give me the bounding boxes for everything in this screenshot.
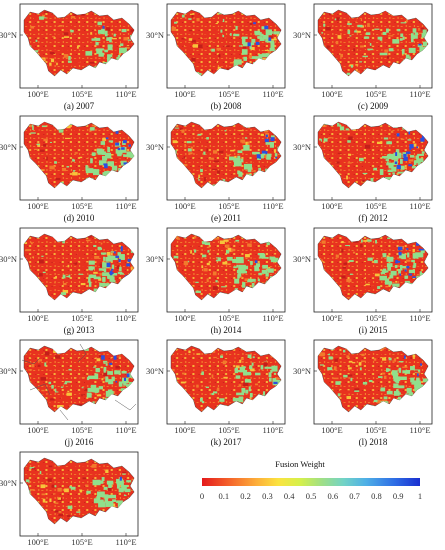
panel-caption: (c) 2009 <box>358 101 389 111</box>
map-panels: 30°N 100°E 105°E 110°E (a) 2007 30°N 100°E 105°… <box>0 3 433 550</box>
panel-caption: (f) 2012 <box>358 213 387 223</box>
longitude-label: 105°E <box>218 89 239 99</box>
longitude-label: 110°E <box>409 425 430 435</box>
legend-tick-label: 0.9 <box>393 491 404 501</box>
panel-caption: (g) 2013 <box>64 325 95 335</box>
latitude-label: 30°N <box>146 254 164 264</box>
legend-tick-label: 0.3 <box>262 491 273 501</box>
latitude-label: 30°N <box>146 366 164 376</box>
longitude-label: 100°E <box>321 313 342 323</box>
longitude-label: 110°E <box>262 201 283 211</box>
legend-tick-label: 0.7 <box>349 491 360 501</box>
longitude-label: 110°E <box>115 537 136 547</box>
longitude-label: 110°E <box>409 201 430 211</box>
panel-caption: (e) 2011 <box>211 213 241 223</box>
legend-tick-label: 0.8 <box>371 491 382 501</box>
longitude-label: 110°E <box>262 425 283 435</box>
latitude-label: 30°N <box>293 366 311 376</box>
longitude-label: 105°E <box>365 425 386 435</box>
longitude-label: 100°E <box>174 313 195 323</box>
map-panel-2015: 30°N 100°E 105°E 110°E (i) 2015 <box>293 227 433 335</box>
panel-caption: (b) 2008 <box>211 101 242 111</box>
legend-title: Fusion Weight <box>275 459 325 469</box>
longitude-label: 105°E <box>365 313 386 323</box>
longitude-label: 105°E <box>365 89 386 99</box>
latitude-label: 30°N <box>0 366 17 376</box>
latitude-label: 30°N <box>293 142 311 152</box>
longitude-label: 105°E <box>218 313 239 323</box>
longitude-label: 100°E <box>174 425 195 435</box>
legend-tick-label: 0.6 <box>327 491 338 501</box>
legend-tick-label: 0.5 <box>306 491 317 501</box>
latitude-label: 30°N <box>146 142 164 152</box>
longitude-label: 105°E <box>71 537 92 547</box>
latitude-label: 30°N <box>293 254 311 264</box>
longitude-label: 110°E <box>115 201 136 211</box>
longitude-label: 110°E <box>115 313 136 323</box>
panel-caption: (i) 2015 <box>359 325 388 335</box>
map-panel-2010: 30°N 100°E 105°E 110°E (d) 2010 <box>0 115 139 223</box>
color-legend: Fusion Weight 0 0.1 0.2 0.3 0.4 0.5 0.6 0.7 0.8 0… <box>200 459 422 501</box>
map-panel-2012: 30°N 100°E 105°E 110°E (f) 2012 <box>293 115 433 223</box>
latitude-label: 30°N <box>0 254 17 264</box>
map-panel-2013: 30°N 100°E 105°E 110°E (g) 2013 <box>0 227 139 335</box>
legend-tick-label: 0 <box>200 491 204 501</box>
panel-caption: (d) 2010 <box>64 213 95 223</box>
legend-tick-label: 1 <box>418 491 422 501</box>
longitude-label: 110°E <box>115 89 136 99</box>
longitude-label: 100°E <box>321 201 342 211</box>
longitude-label: 105°E <box>365 201 386 211</box>
province-boundary-lines <box>21 343 137 421</box>
longitude-label: 100°E <box>321 425 342 435</box>
longitude-label: 110°E <box>262 313 283 323</box>
longitude-label: 105°E <box>71 313 92 323</box>
longitude-label: 110°E <box>115 425 136 435</box>
longitude-label: 100°E <box>27 89 48 99</box>
panel-caption: (h) 2014 <box>211 325 242 335</box>
legend-colorbar <box>202 478 420 486</box>
panel-caption: (a) 2007 <box>64 101 95 111</box>
panel-caption: (k) 2017 <box>211 437 242 447</box>
sichuan-region-map <box>317 345 429 413</box>
sichuan-region-map <box>317 233 429 301</box>
legend-tick-label: 0.1 <box>218 491 229 501</box>
longitude-label: 105°E <box>71 89 92 99</box>
sichuan-region-map <box>23 233 135 301</box>
longitude-label: 110°E <box>409 89 430 99</box>
map-panel-2017: 30°N 100°E 105°E 110°E (k) 2017 <box>146 339 286 447</box>
longitude-label: 105°E <box>218 425 239 435</box>
map-panel-2007: 30°N 100°E 105°E 110°E (a) 2007 <box>0 3 139 111</box>
longitude-label: 100°E <box>321 89 342 99</box>
latitude-label: 30°N <box>146 30 164 40</box>
longitude-label: 105°E <box>71 201 92 211</box>
longitude-label: 100°E <box>27 313 48 323</box>
map-panel-2008: 30°N 100°E 105°E 110°E (b) 2008 <box>146 3 286 111</box>
longitude-label: 100°E <box>27 537 48 547</box>
map-panel-2011: 30°N 100°E 105°E 110°E (e) 2011 <box>146 115 286 223</box>
longitude-label: 110°E <box>262 89 283 99</box>
latitude-label: 30°N <box>293 30 311 40</box>
latitude-label: 30°N <box>0 142 17 152</box>
panel-caption: (l) 2018 <box>359 437 388 447</box>
map-panel-2016: 30°N 100°E 105°E 110°E (j) 2016 <box>0 339 139 447</box>
legend-tick-label: 0.4 <box>284 491 295 501</box>
latitude-label: 30°N <box>0 30 17 40</box>
longitude-label: 110°E <box>409 313 430 323</box>
longitude-label: 100°E <box>27 425 48 435</box>
legend-tick-label: 0.2 <box>240 491 251 501</box>
longitude-label: 100°E <box>27 201 48 211</box>
map-panel-2009: 30°N 100°E 105°E 110°E (c) 2009 <box>293 3 433 111</box>
map-panel-2018: 30°N 100°E 105°E 110°E (l) 2018 <box>293 339 433 447</box>
map-panel-2014: 30°N 100°E 105°E 110°E (h) 2014 <box>146 227 286 335</box>
legend-tick-labels: 0 0.1 0.2 0.3 0.4 0.5 0.6 0.7 0.8 0.9 1 <box>200 491 422 501</box>
longitude-label: 100°E <box>174 89 195 99</box>
longitude-label: 100°E <box>174 201 195 211</box>
panel-caption: (j) 2016 <box>65 437 94 447</box>
longitude-label: 105°E <box>218 201 239 211</box>
longitude-label: 105°E <box>71 425 92 435</box>
latitude-label: 30°N <box>0 478 17 488</box>
